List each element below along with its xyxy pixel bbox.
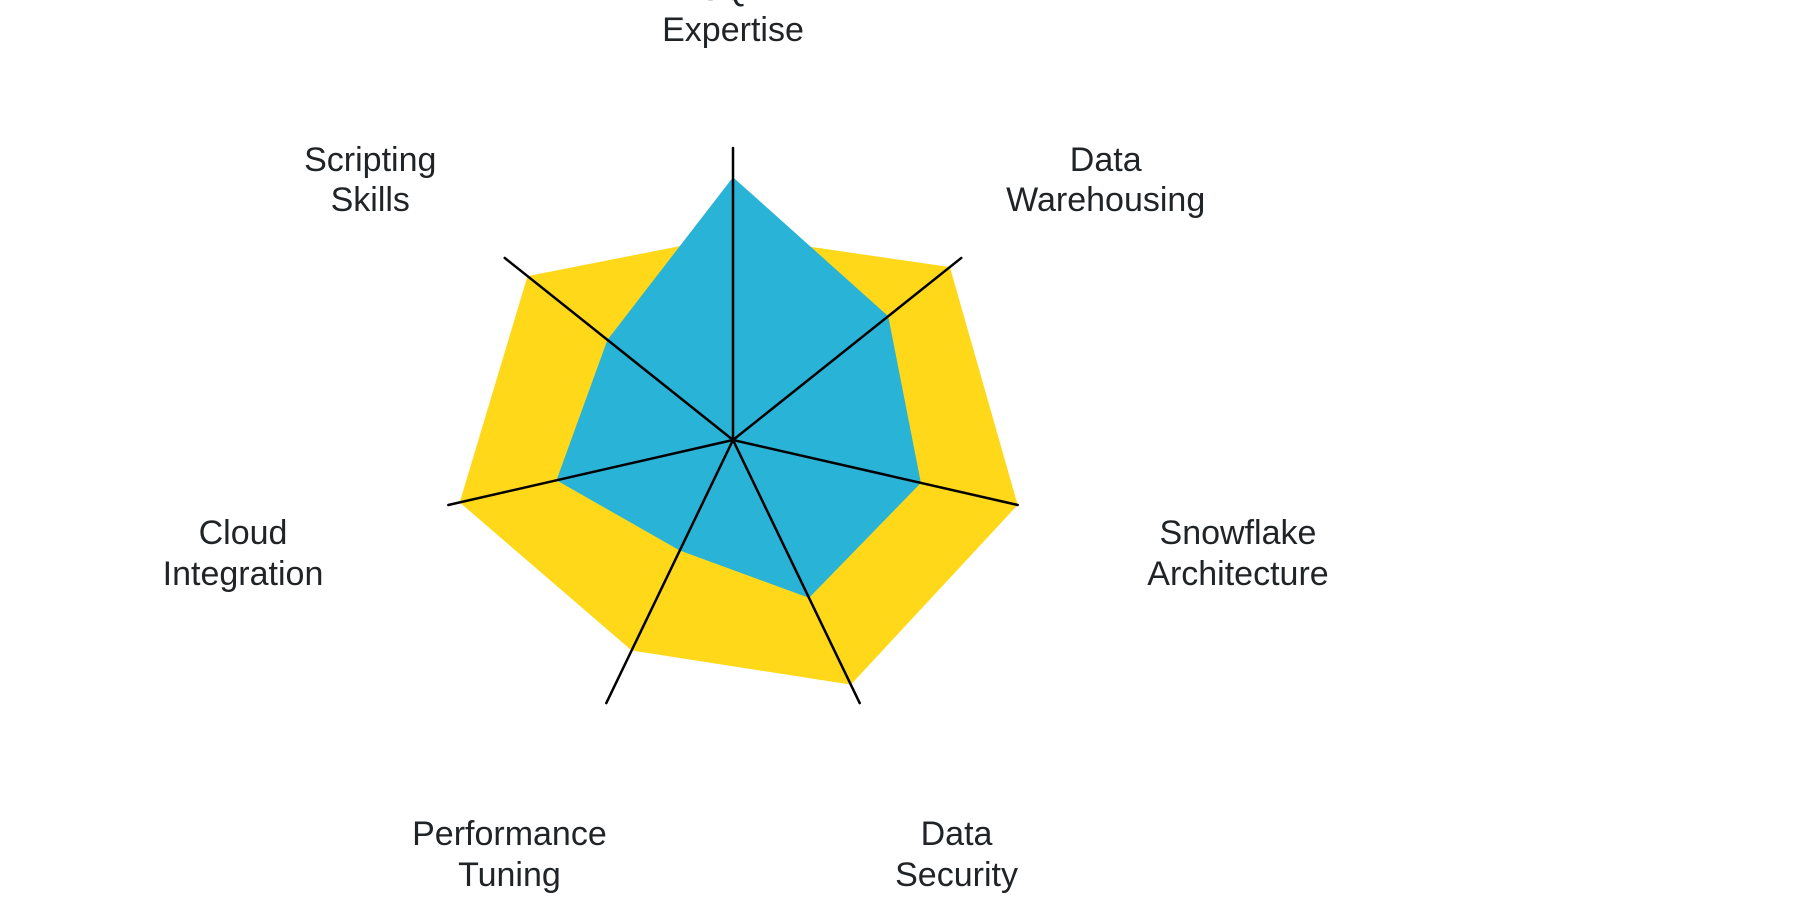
radar-chart-container: SQL ExpertiseData WarehousingSnowflake A… (0, 0, 1800, 900)
radar-chart (0, 0, 1800, 900)
